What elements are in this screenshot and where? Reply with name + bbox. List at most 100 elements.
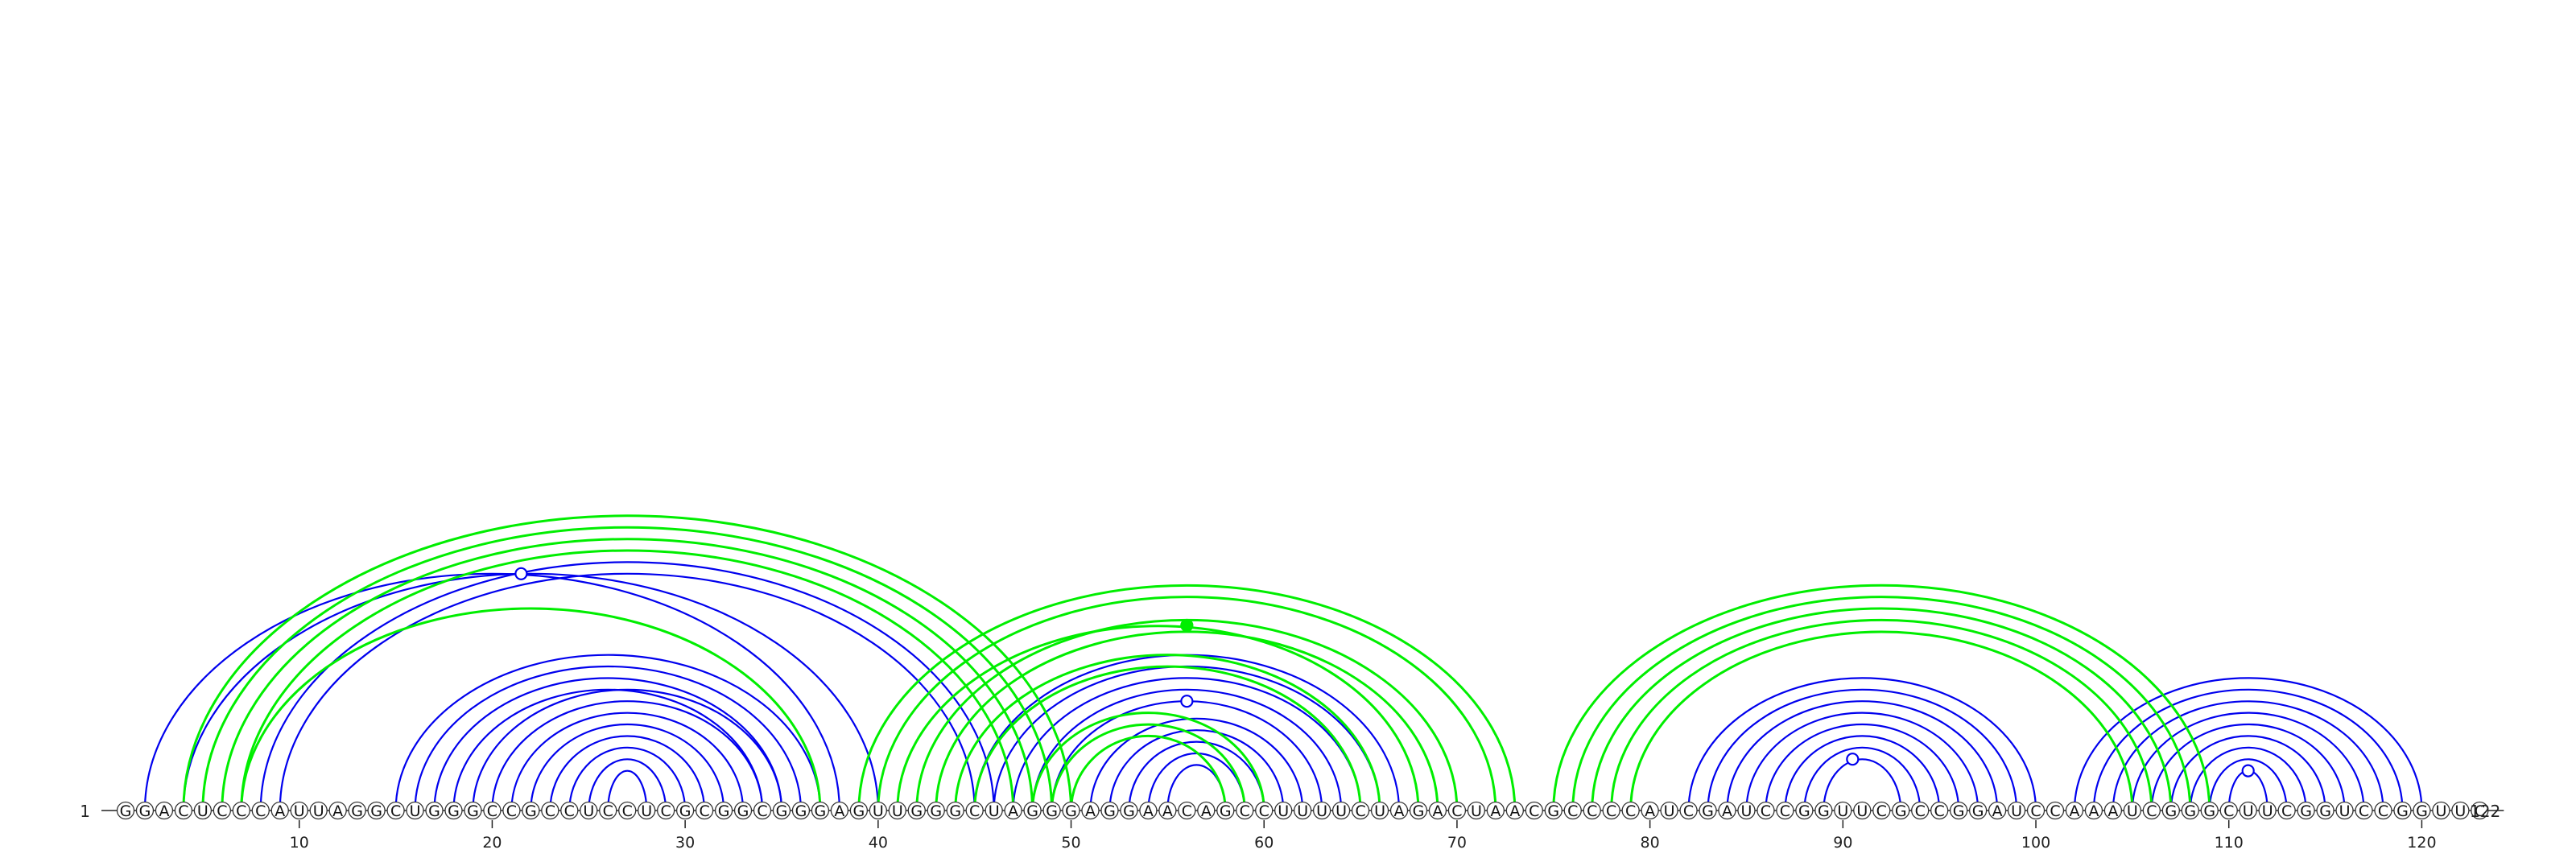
nucleotide-circle [1930, 801, 1949, 820]
nucleotide: G [348, 801, 366, 820]
nucleotide: U [2258, 801, 2277, 820]
nucleotide: U [888, 801, 906, 820]
nucleotide-letter: A [1509, 802, 1520, 820]
nucleotide: A [1389, 801, 1409, 820]
nucleotide-circle [2471, 801, 2489, 820]
nucleotide: C [1236, 801, 1254, 820]
reference-arc [1784, 735, 1941, 811]
nucleotide-circle [232, 801, 250, 820]
nucleotide: C [251, 801, 270, 820]
nucleotide-letter: G [1972, 802, 1984, 820]
nucleotide-circle [2277, 801, 2296, 820]
nucleotide: C [1525, 801, 1543, 820]
nucleotide: C [174, 801, 193, 820]
nucleotide-letter: G [679, 802, 691, 820]
nucleotide: C [965, 801, 984, 820]
nucleotide-letter: U [2454, 802, 2466, 820]
nucleotide-letter: G [1220, 802, 1232, 820]
nucleotide: G [927, 801, 945, 820]
nucleotide: G [135, 801, 155, 820]
nucleotide: G [811, 801, 830, 820]
reference-arc [1707, 688, 2018, 811]
nucleotide: G [1814, 801, 1833, 820]
nucleotide-circle [714, 801, 733, 820]
predicted-arc [1070, 734, 1227, 811]
nucleotide-circle [425, 801, 444, 820]
nucleotide-letter: A [1722, 802, 1732, 820]
nucleotide: C [1679, 801, 1698, 820]
nucleotide-letter: U [1374, 802, 1385, 820]
nucleotide-circle [638, 801, 656, 820]
nucleotide-circle [309, 801, 328, 820]
apex-marker [1180, 618, 1194, 633]
nucleotide-circle [849, 801, 869, 820]
nucleotide-circle [1988, 801, 2007, 820]
nucleotide-letter: U [1741, 802, 1752, 820]
nucleotide-letter: C [2281, 802, 2292, 820]
nucleotide: C [483, 801, 502, 820]
nucleotide: U [2123, 801, 2142, 820]
nucleotide-circle [1004, 801, 1022, 820]
nucleotide: G [1409, 801, 1428, 820]
nucleotide: A [1004, 801, 1022, 820]
nucleotide-letter: U [1335, 802, 1347, 820]
nucleotide-letter: C [1915, 802, 1926, 820]
apex-marker [1846, 753, 1860, 766]
nucleotide-letter: G [930, 802, 942, 820]
nucleotide-letter: G [1104, 802, 1116, 820]
nucleotide: A [1081, 801, 1100, 820]
nucleotide-circle [2123, 801, 2142, 820]
nucleotide-circle [1968, 801, 1988, 820]
nucleotide: G [791, 801, 811, 820]
nucleotide-circle [1776, 801, 1794, 820]
nucleotide-letter: U [313, 802, 324, 820]
nucleotide-letter: G [949, 802, 961, 820]
nucleotide-circle [2200, 801, 2219, 820]
nucleotide-letter: C [1529, 802, 1539, 820]
tick-label: 110 [2215, 834, 2244, 852]
nucleotide-letter: C [1876, 802, 1887, 820]
nucleotide-circle [2432, 801, 2450, 820]
nucleotide-circle [2007, 801, 2026, 820]
nucleotide: U [1737, 801, 1756, 820]
reference-arc [2150, 723, 2346, 811]
reference-arc [1765, 723, 1960, 811]
nucleotide-letter: C [661, 802, 671, 820]
nucleotide-letter: C [1606, 802, 1616, 820]
nucleotide-letter: G [525, 802, 537, 820]
nucleotide-circle [348, 801, 366, 820]
nucleotide-circle [560, 801, 579, 820]
nucleotide-letter: C [2223, 802, 2234, 820]
nucleotide: U [2432, 801, 2450, 820]
nucleotide: A [2103, 801, 2123, 820]
nucleotide-circle [2451, 801, 2470, 820]
nucleotide-circle [1737, 801, 1756, 820]
predicted-arc [182, 514, 1073, 811]
nucleotide: C [541, 801, 559, 820]
nucleotide-circle [1197, 801, 1216, 820]
nucleotide-circle [1023, 801, 1042, 820]
nucleotide-letter: C [1240, 802, 1250, 820]
nucleotide: C [1583, 801, 1601, 820]
predicted-arc [1051, 723, 1246, 811]
nucleotide-circle [1294, 801, 1312, 820]
nucleotide-circle [946, 801, 964, 820]
nucleotide: C [1351, 801, 1370, 820]
nucleotide-letter: G [370, 802, 382, 820]
reference-arc [182, 572, 879, 811]
nucleotide-letter: A [1432, 802, 1443, 820]
nucleotide: U [1312, 801, 1331, 820]
tick-label: 100 [2021, 834, 2050, 852]
nucleotide-letter: U [2262, 802, 2273, 820]
nucleotide-circle [657, 801, 675, 820]
nucleotide-circle [135, 801, 155, 820]
predicted-arc [857, 584, 1517, 811]
reference-arc [143, 572, 840, 811]
nucleotide-letter: A [1085, 802, 1096, 820]
nucleotide: C [2026, 801, 2046, 820]
nucleotide-circle [1853, 801, 1872, 820]
nucleotide-circle [1718, 801, 1736, 820]
nucleotide-circle [2239, 801, 2257, 820]
nucleotide: U [1660, 801, 1678, 820]
nucleotide: C [560, 801, 579, 820]
